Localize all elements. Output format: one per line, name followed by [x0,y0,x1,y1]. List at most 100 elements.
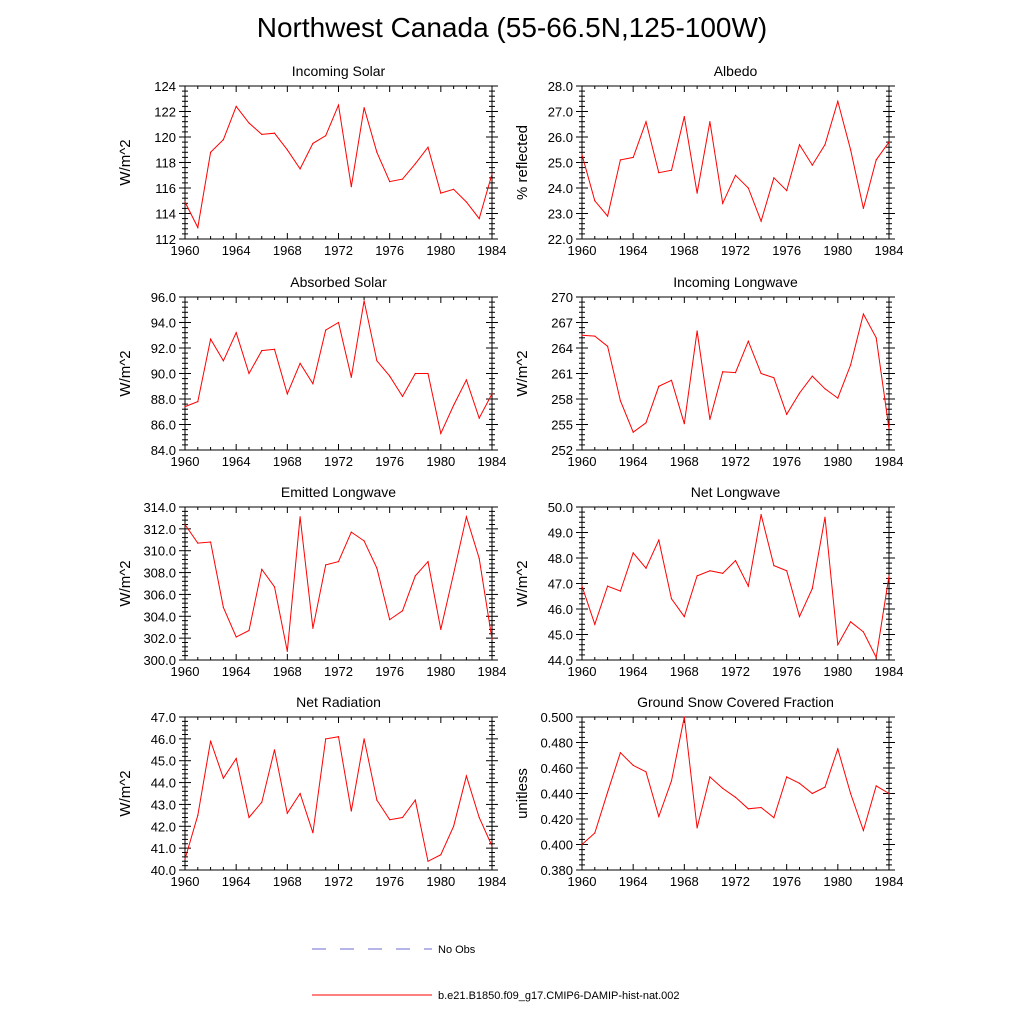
y-tick-label: 0.420 [540,812,573,827]
y-tick-label: 47.0 [548,577,573,592]
data-point [414,372,416,375]
x-tick-label: 1972 [721,664,750,679]
x-tick-label: 1968 [670,454,699,469]
data-point [760,514,762,516]
data-point [798,616,801,618]
x-tick-label: 1984 [875,243,904,258]
data-point [414,163,416,165]
x-tick-label: 1960 [171,664,200,679]
chart-panel: Net Radiation W/m^2 1960 1964 1968 1972 1976 19… [117,694,506,889]
x-tick-label: 1964 [222,874,251,889]
data-point [862,829,865,832]
data-point [862,313,865,315]
x-tick-label: 1984 [478,874,507,889]
data-point [811,375,813,377]
y-tick-label: 26.0 [548,130,573,145]
data-point [658,539,660,541]
data-point [658,385,660,387]
y-tick-label: 304.0 [143,609,176,624]
data-point [734,796,737,798]
data-point [337,321,340,324]
data-point [376,567,378,569]
data-point [491,638,493,640]
data-point [670,780,673,782]
x-tick-label: 1976 [772,243,801,258]
y-tick-label: 302.0 [143,631,176,646]
x-tick-label: 1980 [823,243,852,258]
data-point [875,656,877,659]
data-point [607,215,609,217]
data-point [440,628,442,631]
x-tick-label: 1980 [823,454,852,469]
y-tick-label: 45.0 [548,628,573,643]
data-point [837,644,839,646]
x-tick-label: 1960 [568,243,597,258]
y-tick-label: 0.440 [540,787,573,802]
y-tick-label: 252 [551,443,573,458]
data-point [286,812,288,814]
data-point [798,392,801,394]
data-point [837,397,839,399]
data-point [632,156,634,158]
data-point [235,757,237,760]
data-point [261,350,263,352]
data-point [734,174,737,176]
data-point [184,858,186,860]
x-tick-label: 1980 [823,664,852,679]
data-point [312,142,314,144]
data-point [798,144,801,146]
y-tick-label: 43.0 [151,797,176,812]
data-point [645,771,647,773]
data-point [850,149,852,151]
chart-panel: Absorbed Solar W/m^2 1960 1964 1968 1972 1976 1… [117,274,506,469]
data-point [632,431,634,433]
data-point [888,792,890,795]
data-point [363,540,365,542]
data-point [401,816,404,819]
x-tick-label: 1980 [426,874,455,889]
x-tick-label: 1984 [875,664,904,679]
y-axis-label: W/m^2 [514,350,531,396]
data-point [465,379,467,381]
data-point [453,404,455,406]
y-tick-label: 258 [551,392,573,407]
x-tick-label: 1972 [721,874,750,889]
data-point [222,139,224,141]
data-point [811,792,813,795]
data-point [645,422,647,424]
y-tick-label: 0.380 [540,863,573,878]
x-tick-label: 1972 [721,243,750,258]
y-tick-label: 0.460 [540,761,573,776]
data-point [875,337,877,339]
y-tick-label: 22.0 [548,232,573,247]
x-tick-label: 1968 [273,874,302,889]
y-tick-label: 46.0 [548,602,573,617]
data-point [453,573,455,575]
data-point [427,561,429,563]
x-tick-label: 1960 [568,874,597,889]
data-point [594,335,596,337]
data-point [210,338,212,340]
x-tick-label: 1972 [324,243,353,258]
data-point [184,406,186,408]
y-tick-label: 300.0 [143,653,176,668]
data-point [607,791,609,793]
data-point [632,764,634,767]
data-point [389,819,391,821]
data-point [235,105,237,107]
x-tick-label: 1984 [875,874,904,889]
data-point [862,631,865,633]
chart-title: Emitted Longwave [281,484,396,500]
y-tick-label: 314.0 [143,500,176,515]
x-tick-label: 1976 [375,243,404,258]
data-point [837,748,839,750]
data-point [824,144,826,146]
chart-title: Net Longwave [691,484,781,500]
data-point [683,716,685,718]
data-point [875,159,877,161]
data-point [376,360,378,362]
data-point [478,218,480,220]
data-point [734,560,737,562]
y-tick-label: 122 [154,105,176,120]
data-point [722,202,724,204]
